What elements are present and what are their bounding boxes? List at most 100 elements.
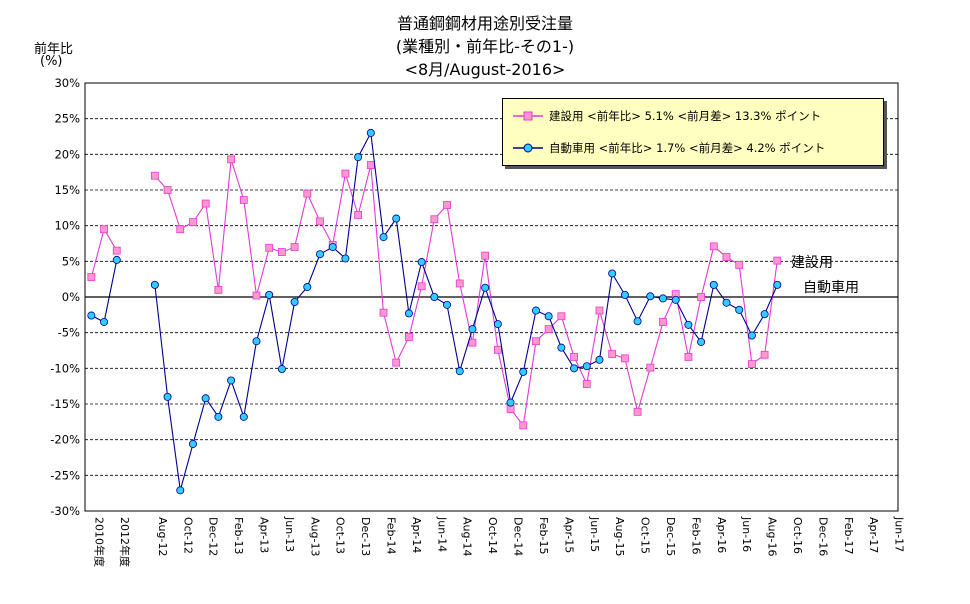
chart-title-line2: (業種別・前年比-その1-) (395, 37, 575, 56)
data-point-automotive (303, 283, 312, 292)
x-tick-label: 2012年度 (118, 517, 132, 567)
y-tick-label: -20% (50, 433, 80, 447)
y-tick-label: -10% (50, 361, 80, 375)
data-point-construction (493, 345, 502, 354)
data-point-construction (646, 363, 655, 372)
data-point-construction (519, 421, 528, 430)
x-tick-label: Feb-14 (385, 517, 398, 554)
legend-label-automotive: 自動車用 <前年比> 1.7% <前月差> 4.2% ポイント (549, 141, 826, 155)
data-point-automotive (328, 243, 337, 252)
data-point-automotive (557, 343, 566, 352)
x-tick-label: Apr-14 (410, 517, 423, 553)
data-point-construction (722, 253, 731, 261)
data-point-construction (341, 169, 350, 178)
x-tick-label: Jun-13 (283, 516, 296, 552)
data-point-automotive (188, 439, 197, 448)
y-tick-label: 0% (62, 290, 80, 304)
data-point-automotive (697, 337, 706, 346)
data-point-construction (697, 293, 706, 301)
data-point-construction (443, 201, 451, 209)
x-tick-label: Oct-16 (791, 517, 804, 554)
x-tick-label: Dec-16 (816, 517, 829, 556)
data-point-construction (379, 308, 388, 317)
y-tick-label: 15% (54, 183, 80, 197)
data-point-construction (582, 380, 591, 388)
data-point-automotive (684, 320, 693, 329)
data-point-construction (239, 196, 248, 204)
data-point-automotive (608, 269, 617, 278)
data-point-automotive (265, 290, 274, 299)
data-point-construction (608, 350, 617, 358)
data-point-automotive (519, 367, 528, 376)
legend-swatch-automotive (513, 143, 543, 153)
data-point-automotive (430, 292, 439, 301)
legend-label-construction: 建設用 <前年比> 5.1% <前月差> 13.3% ポイント (549, 109, 822, 123)
data-point-construction (532, 337, 540, 346)
data-point-construction (100, 225, 108, 234)
data-point-automotive (227, 376, 236, 385)
data-point-automotive (150, 280, 159, 289)
data-point-construction (316, 217, 324, 226)
data-point-automotive (201, 394, 210, 403)
y-axis-label-line2: (%) (40, 54, 63, 69)
x-tick-label: Dec-14 (512, 517, 525, 556)
data-point-automotive (658, 294, 667, 303)
data-point-automotive (646, 292, 655, 301)
data-point-automotive (100, 317, 109, 326)
x-tick-label: Dec-15 (664, 517, 677, 556)
x-tick-label: Apr-16 (715, 517, 728, 553)
data-point-automotive (392, 214, 401, 223)
x-tick-label: Oct-13 (334, 517, 347, 554)
data-point-construction (709, 242, 718, 251)
data-point-construction (735, 260, 744, 269)
y-tick-label: -15% (50, 397, 80, 411)
data-point-construction (417, 282, 426, 291)
data-point-construction (163, 186, 172, 194)
data-point-automotive (671, 295, 680, 304)
data-point-construction (112, 246, 121, 255)
data-point-construction (544, 325, 553, 334)
data-point-automotive (760, 310, 769, 319)
legend-entry-construction: 建設用 <前年比> 5.1% <前月差> 13.3% ポイント (513, 108, 821, 124)
data-point-construction (290, 243, 299, 251)
data-point-automotive (582, 362, 591, 371)
x-tick-label: Apr-15 (562, 517, 575, 553)
data-point-construction (176, 225, 185, 234)
data-point-construction (252, 291, 261, 300)
data-point-automotive (531, 306, 540, 315)
data-point-automotive (620, 290, 629, 299)
data-point-automotive (163, 392, 172, 401)
data-point-automotive (239, 412, 248, 421)
data-point-automotive (455, 367, 464, 376)
data-point-construction (633, 407, 642, 416)
x-tick-label: Aug-16 (766, 517, 779, 556)
data-point-construction (201, 199, 210, 208)
data-point-automotive (633, 317, 642, 326)
x-tick-label: Aug-13 (308, 517, 321, 556)
data-point-automotive (112, 255, 121, 264)
data-point-automotive (506, 398, 515, 407)
data-point-automotive (214, 412, 223, 421)
data-point-construction (214, 285, 223, 294)
data-point-construction (620, 354, 629, 363)
data-point-construction (595, 306, 604, 315)
data-point-construction (570, 353, 578, 361)
legend-swatch-construction (513, 111, 543, 121)
data-point-automotive (493, 320, 502, 329)
data-point-construction (659, 318, 667, 326)
y-axis-label-line1: 前年比 (34, 42, 74, 57)
x-tick-label: Jun-14 (435, 516, 448, 552)
x-tick-label: Aug-14 (461, 517, 474, 556)
x-tick-label: Aug-15 (613, 517, 626, 556)
data-point-automotive (735, 305, 744, 314)
data-point-construction (87, 273, 96, 281)
data-point-construction (773, 256, 782, 265)
data-point-automotive (773, 280, 782, 289)
data-point-construction (150, 171, 159, 180)
data-point-construction (366, 161, 375, 169)
x-tick-label: Oct-12 (181, 517, 194, 554)
y-tick-label: 20% (54, 147, 80, 161)
data-point-automotive (747, 331, 756, 340)
x-tick-label: Feb-13 (232, 517, 245, 554)
x-tick-label: Dec-12 (207, 517, 220, 556)
